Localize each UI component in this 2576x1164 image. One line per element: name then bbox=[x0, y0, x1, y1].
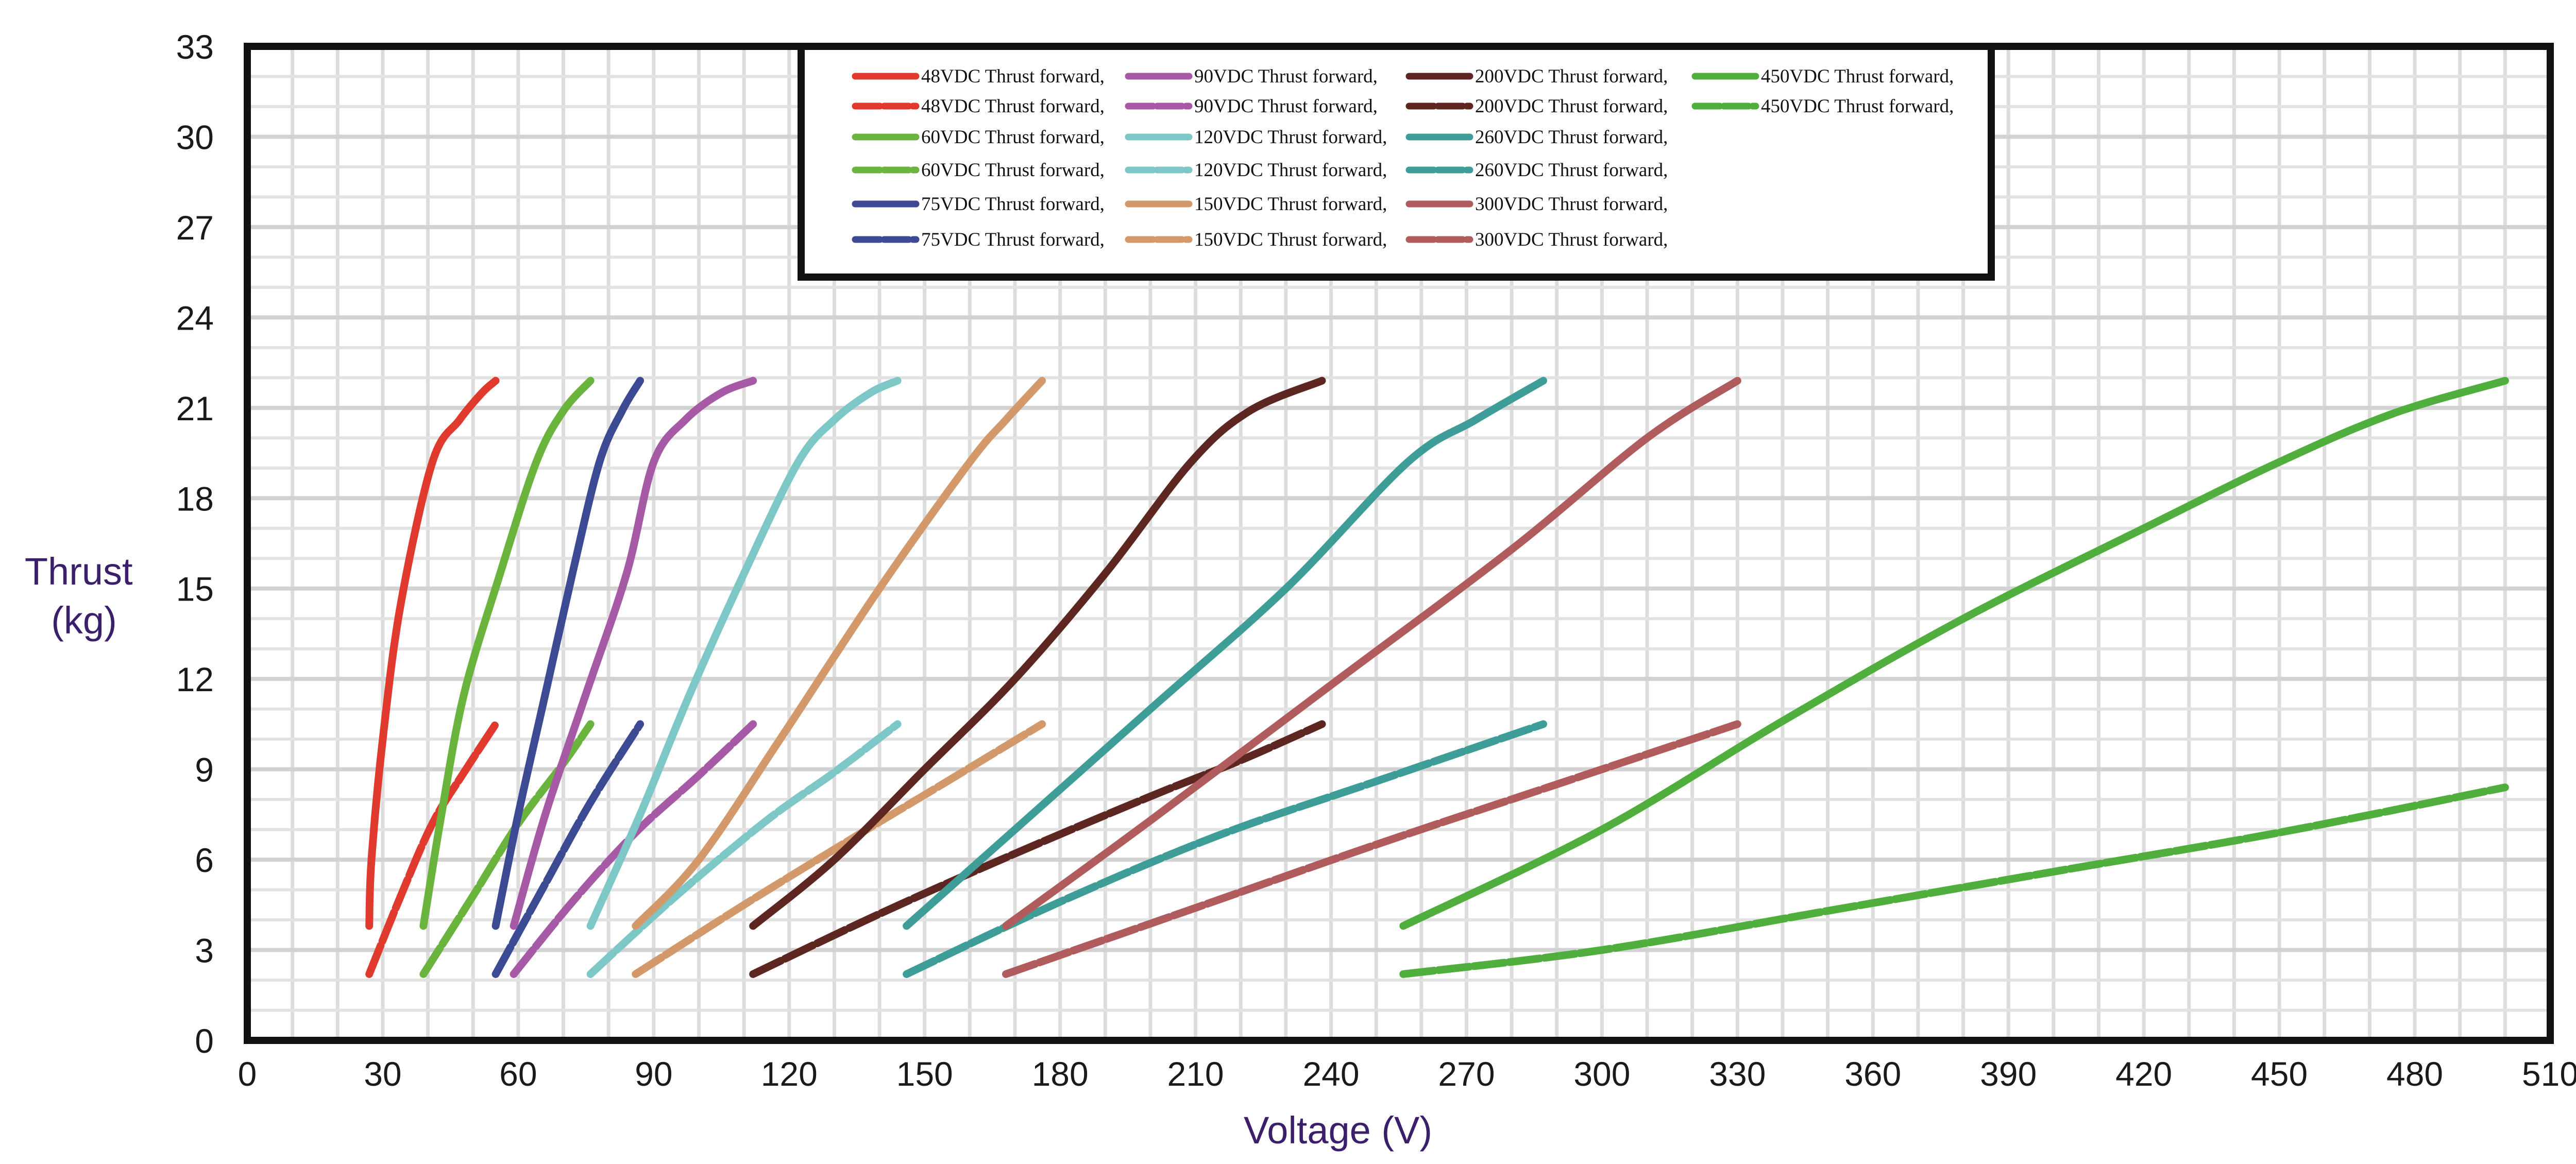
legend-label: 200VDC Thrust forward, bbox=[1475, 96, 1668, 117]
x-tick-label: 450 bbox=[2251, 1055, 2308, 1093]
series-line-150vdc-solid bbox=[632, 376, 1046, 930]
legend-label: 450VDC Thrust forward, bbox=[1761, 96, 1954, 117]
legend-label: 60VDC Thrust forward, bbox=[921, 160, 1105, 181]
x-tick-label: 420 bbox=[2115, 1055, 2172, 1093]
series-line-120vdc-dashed bbox=[586, 720, 902, 978]
series-line-450vdc-dashed bbox=[1399, 783, 2509, 978]
series-lines bbox=[365, 376, 2509, 978]
y-axis-title: Thrust (kg) bbox=[25, 550, 143, 642]
y-tick-label: 18 bbox=[176, 480, 214, 518]
legend-label: 260VDC Thrust forward, bbox=[1475, 160, 1668, 181]
series-line-75vdc-dashed bbox=[492, 720, 645, 978]
legend-label: 120VDC Thrust forward, bbox=[1194, 160, 1387, 181]
series-line-260vdc-solid bbox=[903, 376, 1547, 930]
y-tick-label: 12 bbox=[176, 660, 214, 698]
y-tick-label: 0 bbox=[195, 1022, 214, 1060]
y-tick-label: 27 bbox=[176, 209, 214, 247]
x-tick-label: 330 bbox=[1709, 1055, 1766, 1093]
legend-label: 260VDC Thrust forward, bbox=[1475, 127, 1668, 148]
series-line-90vdc-solid bbox=[510, 376, 757, 930]
series-line-120vdc-solid bbox=[586, 376, 902, 930]
x-tick-label: 60 bbox=[499, 1055, 537, 1093]
x-tick-label: 510 bbox=[2522, 1055, 2576, 1093]
x-tick-label: 0 bbox=[238, 1055, 257, 1093]
legend-label: 48VDC Thrust forward, bbox=[921, 66, 1105, 87]
legend-label: 300VDC Thrust forward, bbox=[1475, 194, 1668, 215]
series-line-60vdc-solid bbox=[419, 376, 595, 930]
x-tick-label: 210 bbox=[1167, 1055, 1224, 1093]
legend-label: 75VDC Thrust forward, bbox=[921, 229, 1105, 250]
x-tick-label: 390 bbox=[1980, 1055, 2037, 1093]
y-tick-label: 3 bbox=[195, 932, 214, 970]
x-tick-label: 90 bbox=[635, 1055, 672, 1093]
legend-label: 60VDC Thrust forward, bbox=[921, 127, 1105, 148]
legend-label: 450VDC Thrust forward, bbox=[1761, 66, 1954, 87]
series-line-300vdc-dashed bbox=[1002, 720, 1741, 978]
y-axis-title-line-1: Thrust bbox=[25, 550, 133, 593]
legend-label: 120VDC Thrust forward, bbox=[1194, 127, 1387, 148]
x-axis-ticks: 0 30 60 90 120 150 180 210 240 270 300 330 360 390 420… bbox=[238, 1055, 2576, 1093]
x-axis-title: Voltage (V) bbox=[1244, 1109, 1432, 1152]
y-tick-label: 6 bbox=[195, 841, 214, 879]
x-tick-label: 150 bbox=[896, 1055, 953, 1093]
series-line-450vdc-solid bbox=[1399, 376, 2509, 930]
x-tick-label: 180 bbox=[1032, 1055, 1089, 1093]
legend-label: 300VDC Thrust forward, bbox=[1475, 229, 1668, 250]
x-tick-label: 480 bbox=[2386, 1055, 2443, 1093]
series-line-75vdc-solid bbox=[492, 376, 645, 930]
legend-label: 150VDC Thrust forward, bbox=[1194, 194, 1387, 215]
x-tick-label: 240 bbox=[1302, 1055, 1359, 1093]
series-line-300vdc-solid bbox=[1002, 376, 1741, 930]
y-axis-title-line-2: (kg) bbox=[51, 599, 116, 642]
x-tick-label: 270 bbox=[1438, 1055, 1495, 1093]
y-tick-label: 30 bbox=[176, 118, 214, 156]
series-line-48vdc-dashed bbox=[365, 720, 500, 978]
legend-label: 150VDC Thrust forward, bbox=[1194, 229, 1387, 250]
legend-label: 200VDC Thrust forward, bbox=[1475, 66, 1668, 87]
legend: 48VDC Thrust forward, 48VDC Thrust forwar… bbox=[798, 43, 1995, 281]
legend-entries: 48VDC Thrust forward, 48VDC Thrust forwar… bbox=[852, 66, 1954, 250]
y-tick-label: 24 bbox=[176, 299, 214, 337]
series-line-200vdc-solid bbox=[749, 376, 1326, 930]
x-tick-label: 120 bbox=[761, 1055, 818, 1093]
legend-label: 75VDC Thrust forward, bbox=[921, 194, 1105, 215]
y-tick-label: 33 bbox=[176, 28, 214, 66]
legend-label: 90VDC Thrust forward, bbox=[1194, 66, 1378, 87]
x-tick-label: 300 bbox=[1573, 1055, 1630, 1093]
legend-label: 48VDC Thrust forward, bbox=[921, 96, 1105, 117]
y-tick-label: 21 bbox=[176, 389, 214, 427]
y-axis-ticks: 0 3 6 9 12 15 18 21 24 27 30 33 bbox=[176, 28, 214, 1060]
y-tick-label: 15 bbox=[176, 570, 214, 608]
x-tick-label: 30 bbox=[364, 1055, 401, 1093]
series-line-200vdc-dashed bbox=[749, 720, 1326, 978]
series-line-48vdc-solid bbox=[365, 376, 500, 930]
legend-box bbox=[798, 43, 1995, 281]
y-tick-label: 9 bbox=[195, 751, 214, 789]
x-tick-label: 360 bbox=[1844, 1055, 1901, 1093]
legend-label: 90VDC Thrust forward, bbox=[1194, 96, 1378, 117]
